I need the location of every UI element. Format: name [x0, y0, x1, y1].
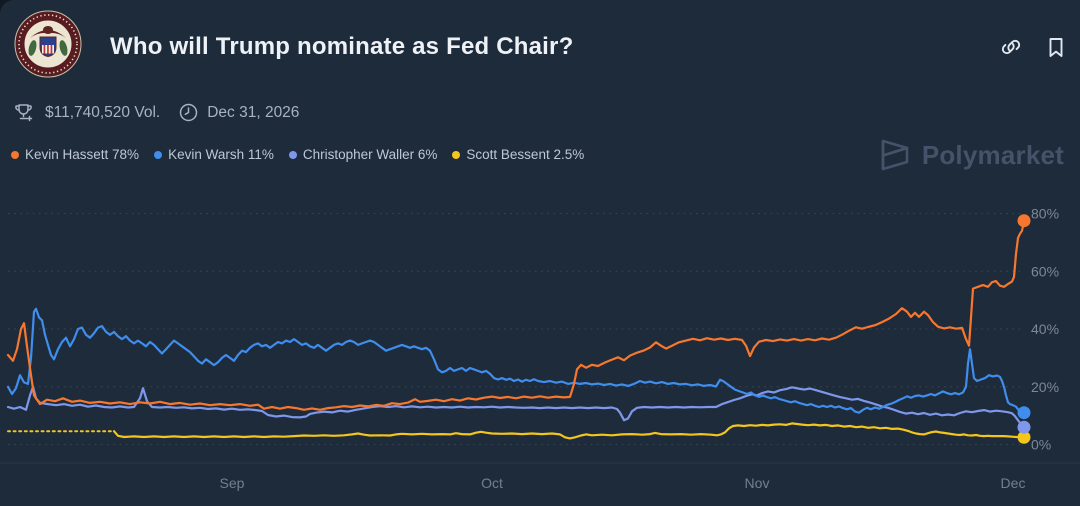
- series-endpoint-kevin-hassett: [1017, 214, 1031, 228]
- legend-item[interactable]: Kevin Hassett 78%: [11, 147, 139, 162]
- series-line-christopher-waller: [6, 385, 1026, 429]
- volume-label: $11,740,520 Vol.: [45, 103, 161, 121]
- legend-dot-icon: [288, 150, 297, 159]
- legend-label: Kevin Hassett 78%: [25, 147, 140, 162]
- x-tick-label: Nov: [745, 475, 770, 491]
- page-title: Who will Trump nominate as Fed Chair?: [110, 33, 574, 60]
- series-endpoint-scott-bessent: [1017, 430, 1031, 444]
- series-line-kevin-hassett: [6, 219, 1026, 411]
- legend-label: Kevin Warsh 11%: [168, 147, 274, 162]
- y-tick-label: 40%: [1031, 321, 1059, 337]
- legend-item[interactable]: Christopher Waller 6%: [288, 147, 438, 162]
- y-tick-label: 0%: [1031, 437, 1051, 453]
- legend-item[interactable]: Scott Bessent 2.5%: [452, 147, 584, 162]
- market-meta: $11,740,520 Vol. Dec 31, 2026: [13, 102, 299, 123]
- clock-icon: [179, 103, 198, 122]
- series-line-scott-bessent: [112, 422, 1026, 440]
- polymarket-wordmark: Polymarket: [921, 139, 1064, 170]
- legend-label: Christopher Waller 6%: [302, 147, 438, 162]
- y-tick-label: 60%: [1031, 263, 1059, 279]
- series-endpoint-christopher-waller: [1017, 420, 1031, 434]
- series-line-kevin-warsh: [6, 307, 1026, 414]
- probability-chart[interactable]: 0% 20% 40% 60% 80% Sep Oct Nov Dec: [0, 185, 1080, 506]
- x-tick-label: Oct: [481, 475, 503, 491]
- legend-dot-icon: [452, 150, 461, 159]
- trophy-plus-icon: [15, 104, 33, 122]
- fed-seal-logo: [14, 10, 82, 78]
- x-tick-label: Dec: [1001, 475, 1026, 491]
- polymarket-watermark: Polymarket: [878, 137, 1064, 173]
- polymarket-logo-icon: [881, 139, 909, 171]
- legend-item[interactable]: Kevin Warsh 11%: [154, 147, 274, 162]
- y-tick-label: 80%: [1031, 206, 1059, 222]
- chart-legend: Kevin Hassett 78% Kevin Warsh 11% Christop…: [11, 147, 584, 162]
- series-endpoint-kevin-warsh: [1017, 406, 1031, 420]
- legend-dot-icon: [154, 150, 163, 159]
- legend-dot-icon: [11, 150, 19, 159]
- x-tick-label: Sep: [220, 475, 245, 491]
- end-date-label: Dec 31, 2026: [207, 103, 300, 121]
- link-icon[interactable]: [1000, 36, 1022, 58]
- bookmark-icon[interactable]: [1045, 36, 1067, 58]
- legend-label: Scott Bessent 2.5%: [466, 147, 585, 162]
- y-tick-label: 20%: [1031, 379, 1059, 395]
